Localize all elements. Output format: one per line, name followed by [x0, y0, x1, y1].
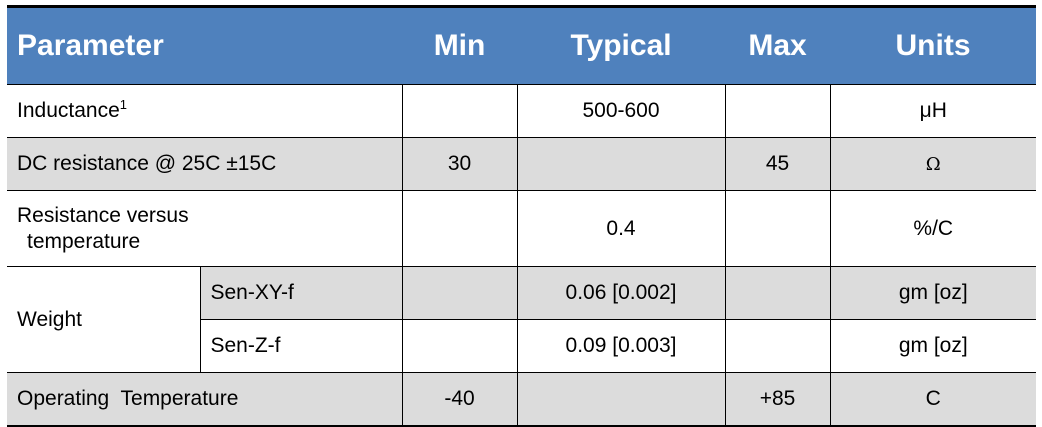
- header-max: Max: [725, 5, 831, 85]
- inductance-min: [401, 84, 518, 138]
- weight-xy-min: [401, 266, 518, 320]
- resistance-temp-units: %/C: [829, 190, 1037, 267]
- inductance-label: Inductance: [17, 99, 120, 122]
- inductance-footnote: 1: [119, 97, 127, 112]
- weight-label: Weight: [7, 266, 201, 373]
- inductance-label-cell: Inductance1: [7, 84, 403, 138]
- header-parameter: Parameter: [7, 5, 403, 85]
- weight-xy-typical: 0.06 [0.002]: [516, 266, 726, 320]
- weight-xy-max: [724, 266, 831, 320]
- dc-resistance-units: Ω: [829, 137, 1037, 191]
- header-typical: Typical: [517, 5, 726, 85]
- row-resistance-temperature: Resistance versus temperature 0.4 %/C: [7, 190, 1037, 267]
- dc-resistance-min: 30: [401, 137, 518, 191]
- operating-temp-min: -40: [401, 372, 518, 427]
- row-weight-xy: Weight Sen-XY-f 0.06 [0.002] gm [oz]: [7, 266, 1037, 373]
- inductance-max: [724, 84, 831, 138]
- inductance-typical: 500-600: [516, 84, 726, 138]
- resistance-temp-min: [401, 190, 518, 267]
- operating-temp-label: Operating Temperature: [7, 372, 403, 427]
- dc-resistance-typical: [516, 137, 726, 191]
- dc-resistance-label: DC resistance @ 25C ±15C: [7, 137, 403, 191]
- row-operating-temperature: Operating Temperature -40 +85 C: [7, 372, 1037, 427]
- specifications-table: Parameter Min Typical Max Units Inductan…: [7, 5, 1037, 427]
- resistance-temp-label-cell: Resistance versus temperature: [7, 190, 403, 267]
- operating-temp-max: +85: [724, 372, 831, 427]
- weight-z-typical: 0.09 [0.003]: [516, 319, 726, 373]
- resistance-temp-label-line2: temperature: [27, 229, 141, 253]
- row-dc-resistance: DC resistance @ 25C ±15C 30 45 Ω: [7, 137, 1037, 191]
- weight-z-min: [401, 319, 518, 373]
- row-inductance: Inductance1 500-600 μH: [7, 84, 1037, 138]
- resistance-temp-typical: 0.4: [516, 190, 726, 267]
- spec-table-container: Parameter Min Typical Max Units Inductan…: [7, 5, 1037, 427]
- dc-resistance-max: 45: [724, 137, 831, 191]
- operating-temp-units: C: [829, 372, 1037, 427]
- weight-xy-units: gm [oz]: [829, 266, 1037, 320]
- weight-z-units: gm [oz]: [829, 319, 1037, 373]
- weight-z-label: Sen-Z-f: [200, 319, 403, 373]
- resistance-temp-label-line1: Resistance versus: [17, 204, 189, 228]
- inductance-units: μH: [829, 84, 1037, 138]
- weight-xy-label: Sen-XY-f: [199, 266, 403, 320]
- header-min: Min: [402, 5, 518, 85]
- weight-z-max: [724, 319, 831, 373]
- operating-temp-typical: [516, 372, 726, 427]
- row-weight-z: Sen-Z-f 0.09 [0.003] gm [oz]: [7, 319, 1037, 373]
- resistance-temp-max: [724, 190, 831, 267]
- header-row: Parameter Min Typical Max Units: [7, 5, 1037, 85]
- header-units: Units: [830, 5, 1037, 85]
